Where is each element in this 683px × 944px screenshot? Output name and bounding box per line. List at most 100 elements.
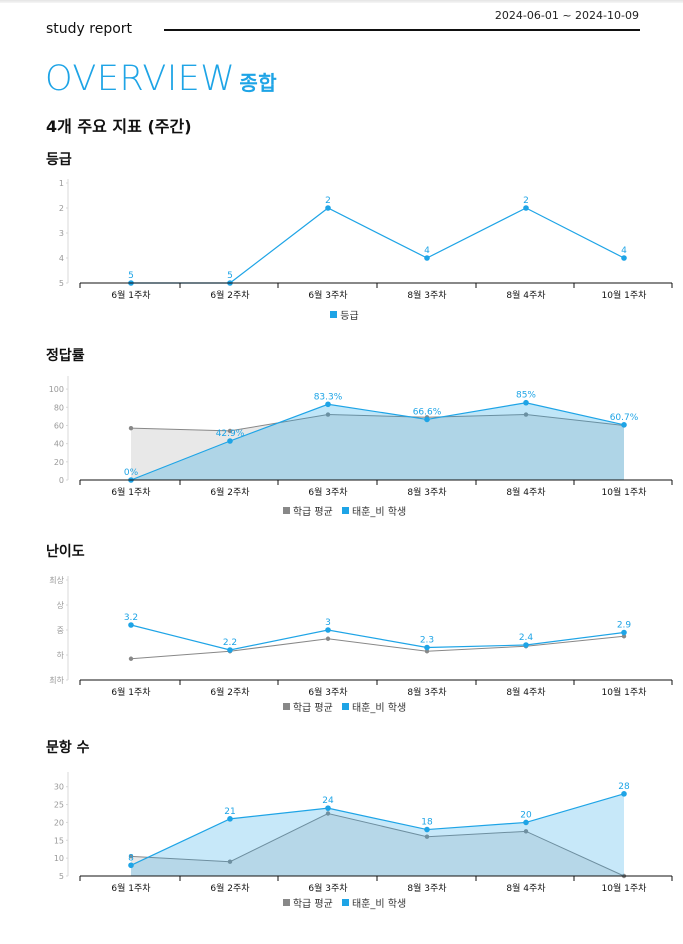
x-tick-label: 10월 1주차 xyxy=(602,686,648,698)
data-label: 0% xyxy=(124,468,139,478)
student-point xyxy=(523,642,529,648)
y-tick-label: 80 xyxy=(54,403,64,412)
x-tick-label: 10월 1주차 xyxy=(602,486,648,498)
data-label: 24 xyxy=(322,796,334,806)
x-tick-label: 6월 2주차 xyxy=(210,686,250,698)
data-label: 42.9% xyxy=(216,429,245,439)
chart-title-accuracy: 정답률 xyxy=(46,348,85,364)
x-tick-label: 8월 3주차 xyxy=(407,686,447,698)
legend-label-grade: 등급 xyxy=(340,311,359,322)
x-tick-label: 6월 1주차 xyxy=(111,686,151,698)
average-point xyxy=(325,412,331,417)
legend-label-student: 태훈_비 학생 xyxy=(351,899,407,910)
x-tick-label: 6월 3주차 xyxy=(308,289,348,301)
x-tick-label: 10월 1주차 xyxy=(602,289,648,301)
y-tick-label: 40 xyxy=(54,440,64,449)
y-tick-label: 10 xyxy=(54,854,64,863)
x-tick-label: 8월 4주차 xyxy=(506,486,546,498)
chart-title-grade: 등급 xyxy=(46,152,72,168)
student-point xyxy=(424,826,430,833)
student-point xyxy=(523,399,529,406)
data-label: 8 xyxy=(128,853,134,863)
x-tick-label: 8월 4주차 xyxy=(506,882,546,894)
y-tick-label: 2 xyxy=(59,204,64,213)
average-line xyxy=(130,812,625,877)
y-tick-label: 25 xyxy=(54,801,64,810)
data-label: 5 xyxy=(227,271,233,281)
student-line xyxy=(130,793,625,866)
difficulty-legend: 학급 평균 태훈_비 학생 xyxy=(0,699,683,714)
student-point xyxy=(325,627,331,633)
grade-chart: 1 2 3 4 5 5 5 2 4 2 4 6월 1주차 6월 2주차 6월 3주차 8월 3주차 8월 4주… xyxy=(59,179,673,301)
student-point xyxy=(227,816,233,822)
x-tick-label: 6월 2주차 xyxy=(210,289,250,301)
data-label: 28 xyxy=(618,782,630,792)
legend-label-average: 학급 평균 xyxy=(292,703,333,714)
data-label: 2.3 xyxy=(420,636,434,646)
legend-swatch-student xyxy=(341,703,349,710)
average-point xyxy=(424,834,430,839)
data-label: 18 xyxy=(421,818,433,828)
legend-label-student: 태훈_비 학생 xyxy=(351,703,407,714)
student-point xyxy=(227,438,233,444)
student-point xyxy=(227,647,233,653)
header-rule xyxy=(164,29,640,31)
y-tick-label: 30 xyxy=(54,783,64,792)
item-count-legend: 학급 평균 태훈_비 학생 xyxy=(0,895,683,910)
date-range: 2024-06-01 ~ 2024-10-09 xyxy=(494,9,639,22)
average-point xyxy=(523,829,529,834)
x-tick-label: 6월 1주차 xyxy=(111,289,151,301)
student-area xyxy=(131,793,624,876)
legend-label-student: 태훈_비 학생 xyxy=(351,507,407,518)
y-tick-label: 중 xyxy=(57,626,64,635)
accuracy-legend: 학급 평균 태훈_비 학생 xyxy=(0,503,683,518)
student-line xyxy=(130,624,625,651)
chart-title-item-count: 문항 수 xyxy=(46,740,90,756)
y-tick-label: 최하 xyxy=(49,675,64,685)
legend-label-average: 학급 평균 xyxy=(292,899,333,910)
data-label: 3.2 xyxy=(124,613,138,623)
y-tick-label: 5 xyxy=(59,872,64,881)
data-label: 21 xyxy=(224,807,235,817)
x-tick-label: 6월 3주차 xyxy=(308,882,348,894)
average-point xyxy=(227,428,233,434)
average-point xyxy=(523,412,529,417)
accuracy-chart: 0 20 40 60 80 100 0% 42.9% 83.3% 66.6% 85% 60.7% 6월 … xyxy=(49,376,673,498)
legend-swatch-average xyxy=(282,507,290,514)
average-point xyxy=(128,854,134,859)
x-tick-label: 8월 4주차 xyxy=(506,289,546,301)
data-label: 85% xyxy=(516,391,536,401)
y-tick-label: 60 xyxy=(54,421,64,430)
data-label: 2 xyxy=(325,196,331,206)
y-tick-label: 100 xyxy=(49,385,64,394)
data-label: 2.2 xyxy=(223,638,237,648)
legend-swatch-average xyxy=(282,899,290,906)
y-tick-label: 0 xyxy=(59,476,64,485)
average-line xyxy=(130,635,625,660)
average-point xyxy=(424,649,430,654)
x-tick-label: 10월 1주차 xyxy=(602,882,648,894)
y-tick-label: 4 xyxy=(59,254,64,263)
data-label: 4 xyxy=(621,246,627,256)
x-tick-label: 6월 1주차 xyxy=(111,486,151,498)
y-tick-label: 5 xyxy=(59,279,64,288)
y-tick-label: 하 xyxy=(57,650,65,660)
item-count-chart: 5 10 15 20 25 30 8 21 24 18 20 28 6월 1주차 6월 2주차 6월 3주차… xyxy=(54,772,673,894)
average-point xyxy=(128,656,134,661)
data-label: 2 xyxy=(523,196,529,206)
section-subtitle: 4개 주요 지표 (주간) xyxy=(46,117,192,136)
student-line xyxy=(130,402,625,481)
data-label: 60.7% xyxy=(610,413,639,423)
student-point xyxy=(424,644,430,651)
student-point xyxy=(621,255,627,261)
average-area xyxy=(131,813,624,876)
x-tick-label: 8월 3주차 xyxy=(407,882,447,894)
report-title: study report xyxy=(46,21,133,37)
x-tick-label: 8월 3주차 xyxy=(407,289,447,301)
top-shadow-line xyxy=(0,0,683,3)
average-point xyxy=(227,859,233,864)
chart-title-difficulty: 난이도 xyxy=(46,544,85,560)
student-point xyxy=(424,416,430,423)
average-point xyxy=(128,425,134,431)
difficulty-chart: 최하 하 중 상 최상 3.2 2.2 3 2.3 2.4 2.9 6월 1주차 6월 2주차 6월 3주… xyxy=(49,575,673,698)
